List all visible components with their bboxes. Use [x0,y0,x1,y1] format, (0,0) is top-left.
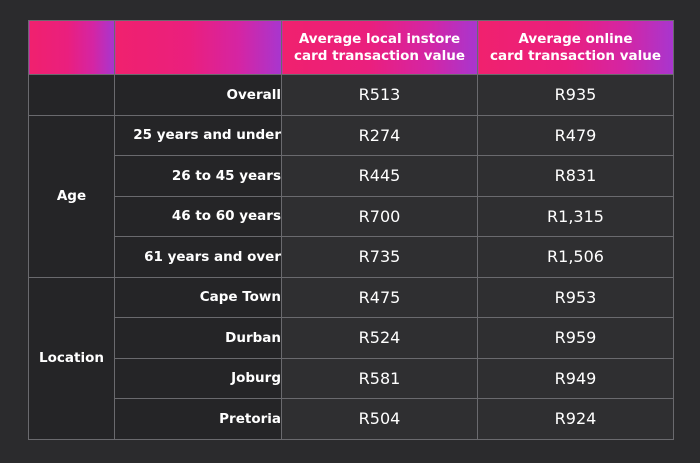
instore-value: R581 [281,357,478,399]
row-label: Cape Town [114,276,282,318]
table-row: 61 years and over R735 R1,506 [29,236,674,278]
group-label-age: Age [28,114,115,278]
online-value: R479 [477,114,674,156]
row-label: 25 years and under [114,114,282,156]
instore-value: R524 [281,317,478,359]
header-blank-cell-label [114,20,282,75]
online-value: R953 [477,276,674,318]
instore-value: R274 [281,114,478,156]
table-row: Location Cape Town R475 R953 [28,276,674,440]
table-row: Pretoria R504 R924 [29,398,674,440]
table-row: Durban R524 R959 [29,317,674,359]
group-cell-blank [28,74,115,116]
online-value: R959 [477,317,674,359]
instore-value: R504 [281,398,478,440]
row-label: Durban [114,317,282,359]
table-row: Overall R513 R935 [28,74,674,116]
row-label: 61 years and over [114,236,282,278]
row-label: Joburg [114,357,282,399]
instore-value: R475 [281,276,478,318]
instore-value: R445 [281,155,478,197]
header-blank-cell-group [28,20,115,75]
row-label: Pretoria [114,398,282,440]
online-value: R924 [477,398,674,440]
online-value: R949 [477,357,674,399]
row-label: Overall [114,74,282,116]
online-value: R1,315 [477,195,674,237]
card-transaction-table: Average local instore card transaction v… [28,20,674,440]
table-row: Joburg R581 R949 [29,357,674,399]
online-value: R831 [477,155,674,197]
table-row: 46 to 60 years R700 R1,315 [29,195,674,237]
group-label-location: Location [28,276,115,440]
online-value: R935 [477,74,674,116]
row-label: 26 to 45 years [114,155,282,197]
row-label: 46 to 60 years [114,195,282,237]
instore-value: R513 [281,74,478,116]
table-row: 26 to 45 years R445 R831 [29,155,674,197]
table-row: Age 25 years and under R274 R479 [28,114,674,278]
table-header-row: Average local instore card transaction v… [28,20,674,75]
online-value: R1,506 [477,236,674,278]
header-instore: Average local instore card transaction v… [281,20,478,75]
instore-value: R735 [281,236,478,278]
header-online: Average online card transaction value [477,20,674,75]
instore-value: R700 [281,195,478,237]
